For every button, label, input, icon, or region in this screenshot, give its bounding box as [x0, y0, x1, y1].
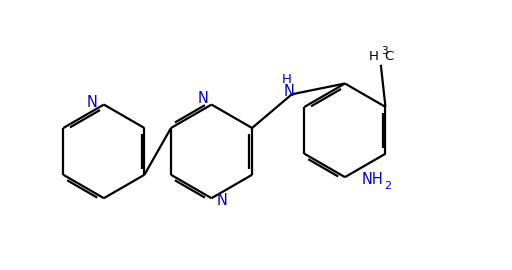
Text: 2: 2 — [384, 181, 391, 191]
Text: C: C — [385, 50, 394, 63]
Text: N: N — [87, 95, 98, 110]
Text: 3: 3 — [381, 46, 388, 56]
Text: NH: NH — [361, 172, 383, 187]
Text: H: H — [369, 50, 378, 63]
Text: N: N — [217, 193, 227, 208]
Text: N: N — [284, 85, 295, 99]
Text: H: H — [281, 73, 291, 86]
Text: N: N — [198, 92, 208, 106]
